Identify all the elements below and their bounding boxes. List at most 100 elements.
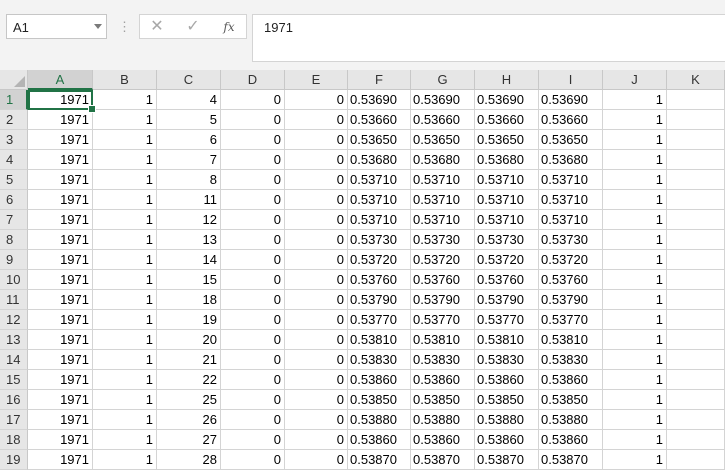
cell-d3[interactable]: 0 — [221, 130, 285, 150]
cell-f2[interactable]: 0.53660 — [348, 110, 411, 130]
cell-c13[interactable]: 20 — [157, 330, 221, 350]
cell-g6[interactable]: 0.53710 — [411, 190, 475, 210]
cell-k9[interactable] — [667, 250, 725, 270]
row-header-4[interactable]: 4 — [0, 150, 28, 170]
cell-e11[interactable]: 0 — [285, 290, 348, 310]
cell-b5[interactable]: 1 — [93, 170, 157, 190]
cell-b18[interactable]: 1 — [93, 430, 157, 450]
column-header-c[interactable]: C — [157, 70, 221, 90]
cell-f1[interactable]: 0.53690 — [348, 90, 411, 110]
cell-f4[interactable]: 0.53680 — [348, 150, 411, 170]
column-header-h[interactable]: H — [475, 70, 539, 90]
cell-c18[interactable]: 27 — [157, 430, 221, 450]
cell-a6[interactable]: 1971 — [28, 190, 93, 210]
cell-h16[interactable]: 0.53850 — [475, 390, 539, 410]
cell-e4[interactable]: 0 — [285, 150, 348, 170]
row-header-13[interactable]: 13 — [0, 330, 28, 350]
cell-f14[interactable]: 0.53830 — [348, 350, 411, 370]
cell-k14[interactable] — [667, 350, 725, 370]
cell-c9[interactable]: 14 — [157, 250, 221, 270]
cell-j6[interactable]: 1 — [603, 190, 667, 210]
cell-h9[interactable]: 0.53720 — [475, 250, 539, 270]
cell-j3[interactable]: 1 — [603, 130, 667, 150]
cell-k19[interactable] — [667, 450, 725, 470]
cell-f16[interactable]: 0.53850 — [348, 390, 411, 410]
cell-c16[interactable]: 25 — [157, 390, 221, 410]
cell-d18[interactable]: 0 — [221, 430, 285, 450]
cell-i7[interactable]: 0.53710 — [539, 210, 603, 230]
cell-j9[interactable]: 1 — [603, 250, 667, 270]
cell-d14[interactable]: 0 — [221, 350, 285, 370]
cell-i8[interactable]: 0.53730 — [539, 230, 603, 250]
row-header-1[interactable]: 1 — [0, 90, 28, 110]
cell-e3[interactable]: 0 — [285, 130, 348, 150]
cell-j12[interactable]: 1 — [603, 310, 667, 330]
cell-g19[interactable]: 0.53870 — [411, 450, 475, 470]
cell-c1[interactable]: 4 — [157, 90, 221, 110]
cell-a3[interactable]: 1971 — [28, 130, 93, 150]
cell-i3[interactable]: 0.53650 — [539, 130, 603, 150]
cell-b3[interactable]: 1 — [93, 130, 157, 150]
cell-d5[interactable]: 0 — [221, 170, 285, 190]
cell-b2[interactable]: 1 — [93, 110, 157, 130]
cell-j11[interactable]: 1 — [603, 290, 667, 310]
cell-j19[interactable]: 1 — [603, 450, 667, 470]
cell-f5[interactable]: 0.53710 — [348, 170, 411, 190]
column-header-i[interactable]: I — [539, 70, 603, 90]
cell-a5[interactable]: 1971 — [28, 170, 93, 190]
cell-b9[interactable]: 1 — [93, 250, 157, 270]
cell-c12[interactable]: 19 — [157, 310, 221, 330]
cell-k1[interactable] — [667, 90, 725, 110]
cell-g11[interactable]: 0.53790 — [411, 290, 475, 310]
cell-g13[interactable]: 0.53810 — [411, 330, 475, 350]
cell-c5[interactable]: 8 — [157, 170, 221, 190]
cell-c14[interactable]: 21 — [157, 350, 221, 370]
cell-a2[interactable]: 1971 — [28, 110, 93, 130]
select-all-button[interactable] — [0, 70, 28, 90]
cell-a12[interactable]: 1971 — [28, 310, 93, 330]
cell-k12[interactable] — [667, 310, 725, 330]
cell-c3[interactable]: 6 — [157, 130, 221, 150]
name-box[interactable]: A1 — [6, 14, 107, 39]
checkmark-icon[interactable]: ✓ — [186, 18, 200, 35]
cell-i12[interactable]: 0.53770 — [539, 310, 603, 330]
cell-d4[interactable]: 0 — [221, 150, 285, 170]
cell-d6[interactable]: 0 — [221, 190, 285, 210]
cell-b14[interactable]: 1 — [93, 350, 157, 370]
cell-i1[interactable]: 0.53690 — [539, 90, 603, 110]
cell-j5[interactable]: 1 — [603, 170, 667, 190]
cell-f8[interactable]: 0.53730 — [348, 230, 411, 250]
cell-i9[interactable]: 0.53720 — [539, 250, 603, 270]
cell-h3[interactable]: 0.53650 — [475, 130, 539, 150]
cell-f18[interactable]: 0.53860 — [348, 430, 411, 450]
cell-d13[interactable]: 0 — [221, 330, 285, 350]
cell-k10[interactable] — [667, 270, 725, 290]
column-header-e[interactable]: E — [285, 70, 348, 90]
cell-j2[interactable]: 1 — [603, 110, 667, 130]
row-header-3[interactable]: 3 — [0, 130, 28, 150]
cell-i19[interactable]: 0.53870 — [539, 450, 603, 470]
cell-d1[interactable]: 0 — [221, 90, 285, 110]
cell-b4[interactable]: 1 — [93, 150, 157, 170]
cell-d2[interactable]: 0 — [221, 110, 285, 130]
cell-i15[interactable]: 0.53860 — [539, 370, 603, 390]
cell-b19[interactable]: 1 — [93, 450, 157, 470]
cell-h12[interactable]: 0.53770 — [475, 310, 539, 330]
cell-e19[interactable]: 0 — [285, 450, 348, 470]
cell-e5[interactable]: 0 — [285, 170, 348, 190]
cell-i6[interactable]: 0.53710 — [539, 190, 603, 210]
cell-e2[interactable]: 0 — [285, 110, 348, 130]
cell-a17[interactable]: 1971 — [28, 410, 93, 430]
cell-h1[interactable]: 0.53690 — [475, 90, 539, 110]
cell-k18[interactable] — [667, 430, 725, 450]
cell-h4[interactable]: 0.53680 — [475, 150, 539, 170]
chevron-down-icon[interactable] — [94, 24, 102, 29]
cell-k11[interactable] — [667, 290, 725, 310]
cell-g14[interactable]: 0.53830 — [411, 350, 475, 370]
column-header-g[interactable]: G — [411, 70, 475, 90]
cell-c19[interactable]: 28 — [157, 450, 221, 470]
cell-j8[interactable]: 1 — [603, 230, 667, 250]
cell-g2[interactable]: 0.53660 — [411, 110, 475, 130]
cell-f7[interactable]: 0.53710 — [348, 210, 411, 230]
cell-a11[interactable]: 1971 — [28, 290, 93, 310]
